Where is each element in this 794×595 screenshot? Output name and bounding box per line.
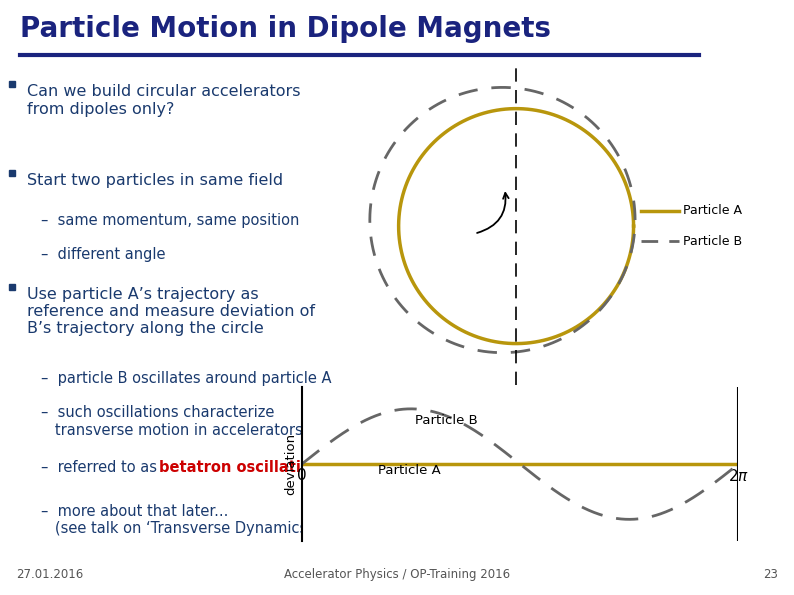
FancyArrowPatch shape xyxy=(477,193,509,233)
Text: Particle A: Particle A xyxy=(683,205,742,217)
Text: Particle B: Particle B xyxy=(415,414,478,427)
Text: Can we build circular accelerators
from dipoles only?: Can we build circular accelerators from … xyxy=(27,84,300,117)
Text: –  referred to as: – referred to as xyxy=(41,459,162,475)
Text: Particle Motion in Dipole Magnets: Particle Motion in Dipole Magnets xyxy=(20,15,551,43)
Text: betatron oscillations: betatron oscillations xyxy=(159,459,330,475)
Text: 23: 23 xyxy=(763,568,778,581)
Text: –  more about that later...
   (see talk on ‘Transverse Dynamics’): – more about that later... (see talk on … xyxy=(41,504,318,536)
Text: –  particle B oscillates around particle A: – particle B oscillates around particle … xyxy=(41,371,332,386)
Y-axis label: deviation: deviation xyxy=(284,433,298,495)
Text: –  such oscillations characterize
   transverse motion in accelerators: – such oscillations characterize transve… xyxy=(41,405,303,437)
Text: Particle A: Particle A xyxy=(378,464,441,477)
Text: Particle B: Particle B xyxy=(683,235,742,248)
Text: 27.01.2016: 27.01.2016 xyxy=(16,568,83,581)
Text: Accelerator Physics / OP-Training 2016: Accelerator Physics / OP-Training 2016 xyxy=(284,568,510,581)
Text: –  different angle: – different angle xyxy=(41,247,166,262)
Text: –  same momentum, same position: – same momentum, same position xyxy=(41,212,299,228)
Text: Start two particles in same field: Start two particles in same field xyxy=(27,173,283,188)
Text: Use particle A’s trajectory as
reference and measure deviation of
B’s trajectory: Use particle A’s trajectory as reference… xyxy=(27,287,315,336)
